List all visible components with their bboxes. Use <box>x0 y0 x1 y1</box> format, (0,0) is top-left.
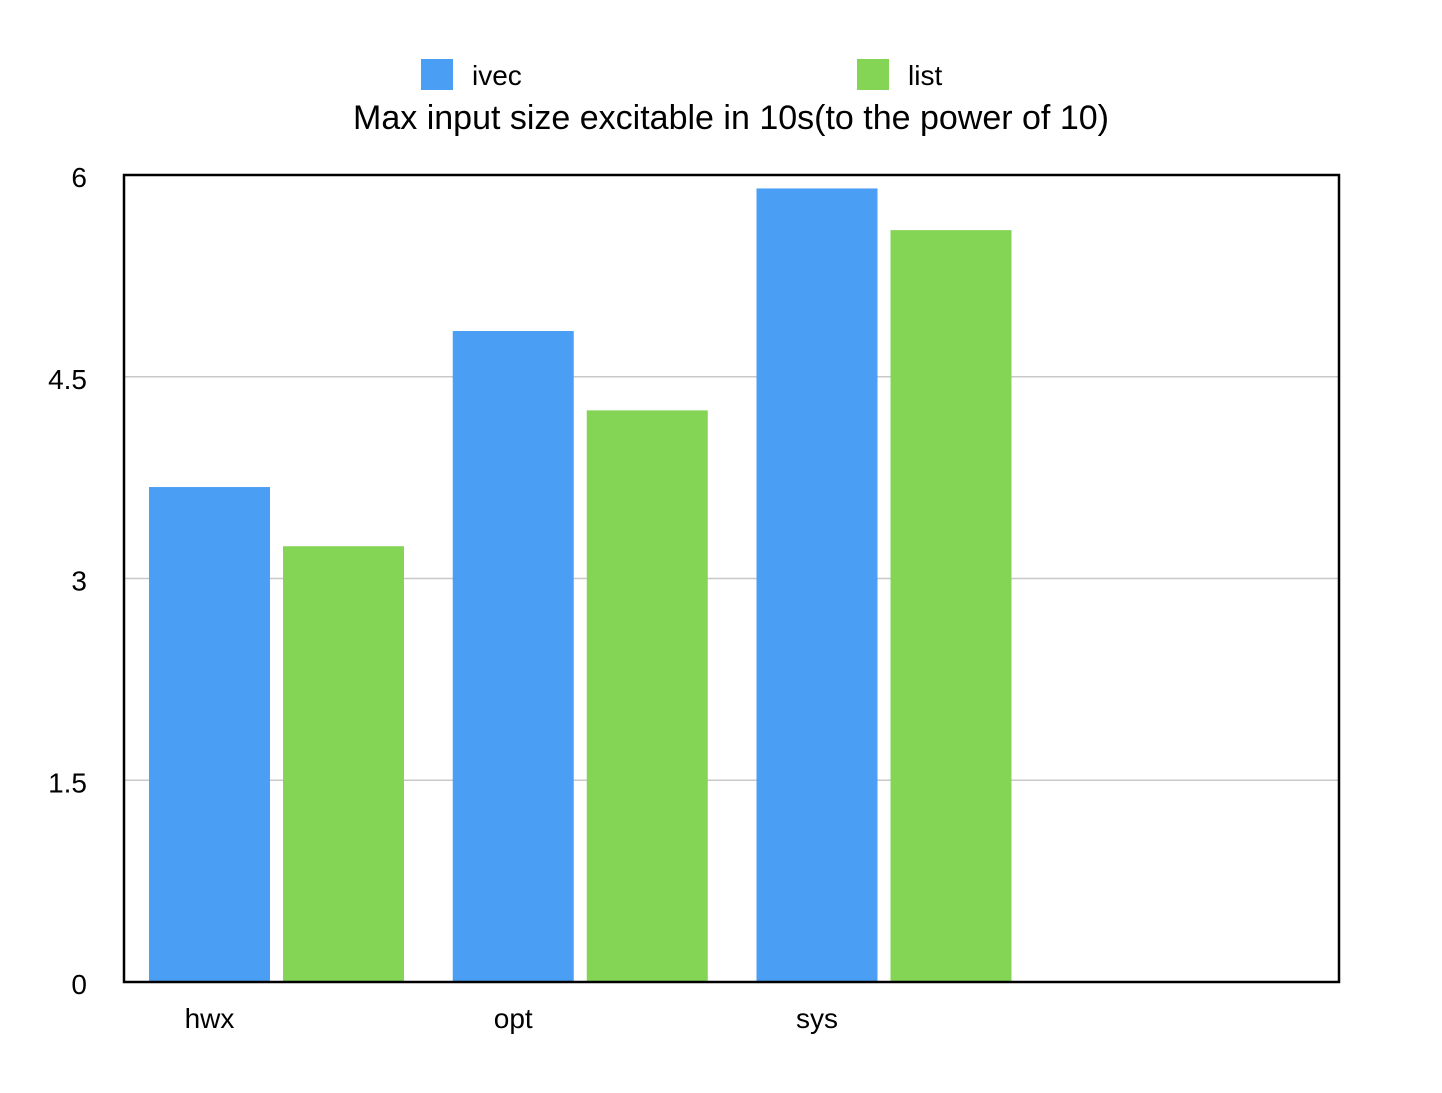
bar-ivec-opt <box>452 331 574 982</box>
legend-swatch-ivec <box>421 59 453 90</box>
bar-list-hwx <box>283 546 404 982</box>
y-tick-label: 0 <box>71 969 87 1000</box>
legend-label-list: list <box>908 60 942 91</box>
y-tick-label: 4.5 <box>48 364 87 395</box>
plot-frame <box>122 173 1341 984</box>
bar-ivec-sys <box>756 188 878 982</box>
y-tick-label: 6 <box>71 162 87 193</box>
x-category-label: opt <box>494 1003 533 1034</box>
y-tick-label: 1.5 <box>48 767 87 798</box>
bar-list-opt <box>586 410 708 982</box>
bars <box>149 188 1012 982</box>
legend-swatch-list <box>857 59 889 90</box>
x-category-label: sys <box>796 1003 838 1034</box>
chart-title: Max input size excitable in 10s(to the p… <box>353 99 1109 137</box>
legend: ivec list <box>421 59 942 91</box>
bar-list-sys <box>890 230 1012 982</box>
legend-label-ivec: ivec <box>472 60 522 91</box>
y-axis-ticks: 0 1.5 3 4.5 6 <box>48 162 87 1000</box>
x-category-label: hwx <box>185 1003 235 1034</box>
x-axis-categories: hwx opt sys <box>185 1003 838 1034</box>
bar-ivec-hwx <box>149 487 270 982</box>
y-tick-label: 3 <box>71 566 87 597</box>
